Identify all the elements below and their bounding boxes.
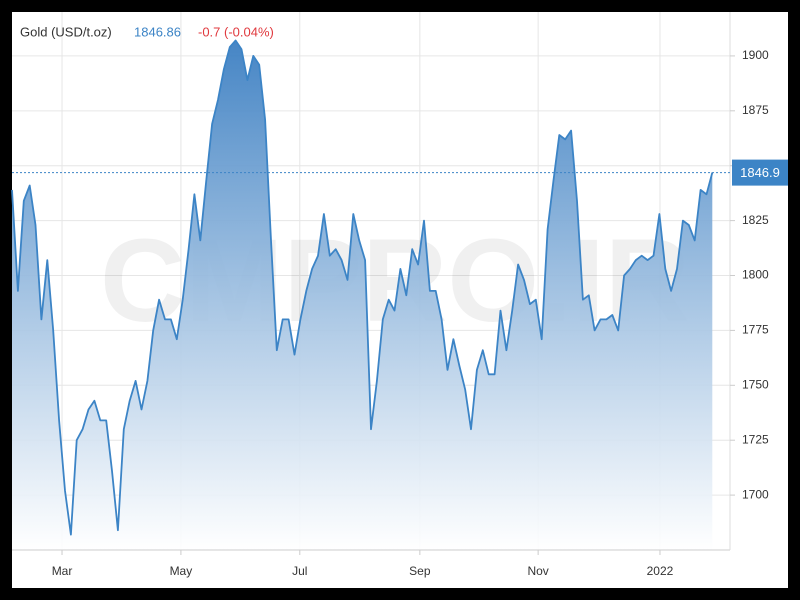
instrument-name: Gold (USD/t.oz)	[20, 24, 112, 39]
y-tick-label: 1900	[742, 48, 769, 62]
last-price-label: 1846.9	[740, 165, 780, 180]
x-tick-label: Mar	[52, 564, 73, 578]
x-tick-label: Sep	[409, 564, 431, 578]
x-tick-label: 2022	[647, 564, 674, 578]
x-tick-label: Nov	[527, 564, 548, 578]
y-tick-label: 1750	[742, 377, 769, 391]
area-fill	[12, 40, 713, 550]
price-change: -0.7 (-0.04%)	[198, 24, 274, 39]
y-tick-label: 1725	[742, 432, 769, 446]
last-price-badge	[732, 159, 788, 186]
y-tick-label: 1700	[742, 487, 769, 501]
price-line	[11, 39, 714, 536]
x-tick-label: Jul	[292, 564, 307, 578]
y-tick-label: 1800	[742, 268, 769, 282]
y-tick-label: 1775	[742, 323, 769, 337]
y-tick-label: 1875	[742, 103, 769, 117]
price: 1846.86	[134, 24, 181, 39]
y-tick-label: 1825	[742, 213, 769, 227]
x-tick-label: May	[170, 564, 193, 578]
